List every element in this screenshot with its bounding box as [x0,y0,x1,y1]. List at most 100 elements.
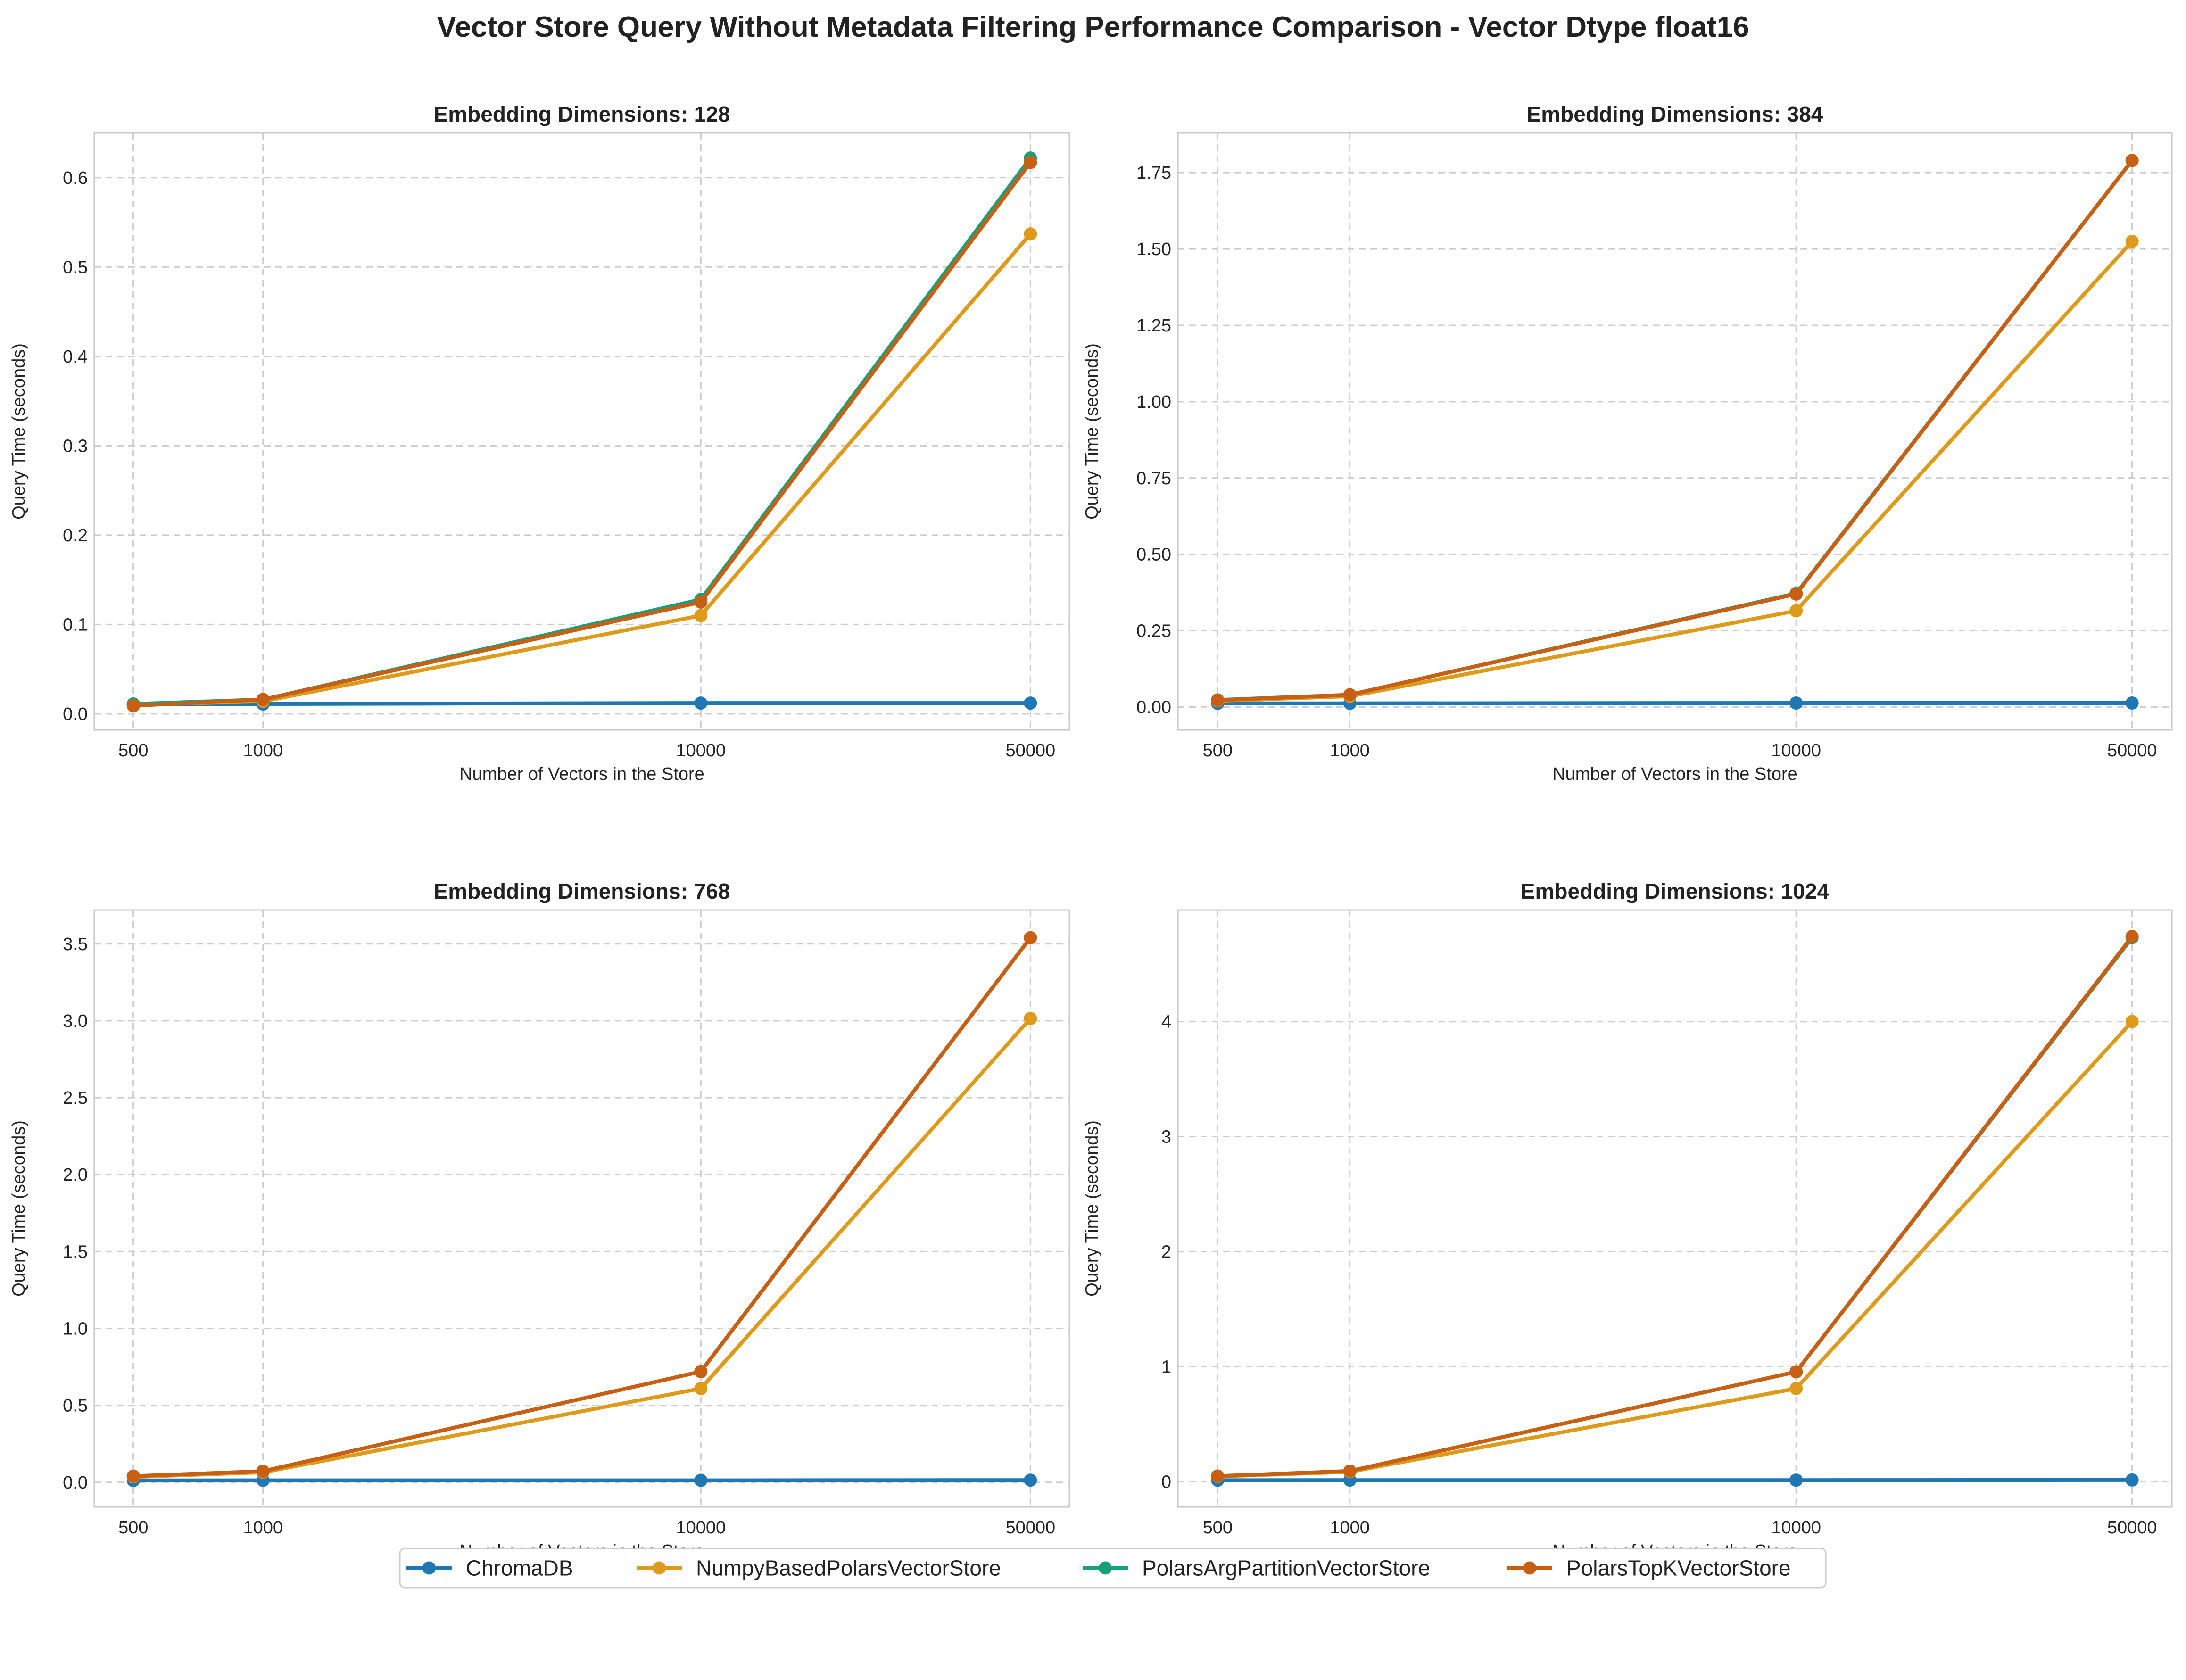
y-tick-label: 3.0 [63,1011,88,1031]
data-point [2125,234,2139,248]
data-point [1789,1382,1803,1395]
series-line [1216,935,2134,1478]
series-PolarsTopKVectorStore [1211,930,2139,1483]
figure-title: Vector Store Query Without Metadata Filt… [437,11,1749,43]
y-axis-label: Query Time (seconds) [9,343,29,520]
series-PolarsTopKVectorStore [126,931,1037,1483]
data-point [2125,1473,2139,1487]
y-axis-label: Query Time (seconds) [9,1120,29,1297]
y-axis-label: Query Time (seconds) [1082,343,1102,520]
subplot-1: 0.00 0.25 0.50 0.75 1.00 1.25 1.50 1.75 500 1000 1… [1082,102,2173,784]
series-NumpyBasedPolarsVectorStore [126,227,1037,712]
data-point [2125,1015,2139,1028]
series-line [1216,158,2134,702]
y-tick-label: 1.0 [63,1319,88,1339]
y-tick-label: 4 [1161,1012,1171,1032]
data-point [694,1382,708,1395]
series-PolarsTopKVectorStore [1211,154,2139,707]
data-point [2125,930,2139,943]
data-point [256,693,270,706]
y-tick-label: 0 [1161,1472,1171,1492]
legend-marker [653,1561,666,1575]
series-line [1216,1478,2134,1482]
legend-entry: PolarsArgPartitionVectorStore [1083,1556,1430,1581]
subplot-2: 0.0 0.5 1.0 1.5 2.0 2.5 3.0 3.5 500 1000 10000 5000… [9,879,1070,1561]
series-PolarsTopKVectorStore [126,156,1037,712]
subplot-title: Embedding Dimensions: 768 [434,879,730,903]
data-point [1024,1012,1037,1026]
data-point [1024,1473,1037,1487]
data-point [1343,688,1357,702]
subplot-title: Embedding Dimensions: 128 [434,102,730,126]
y-tick-label: 2.0 [63,1165,88,1185]
legend-marker [422,1561,436,1575]
y-tick-label: 0.5 [63,257,88,277]
legend-entry: NumpyBasedPolarsVectorStore [637,1556,1001,1581]
data-point [1024,931,1037,944]
y-tick-label: 0.5 [63,1396,88,1416]
series-line [131,232,1033,707]
x-tick-label: 50000 [2107,741,2157,761]
x-tick-label: 10000 [676,1518,726,1538]
series-line [1216,1019,2134,1479]
data-point [694,609,708,622]
data-point [1211,1469,1225,1483]
series-line [131,935,1033,1478]
data-point [1789,696,1803,710]
data-point [694,1473,708,1487]
y-axis-label: Query Time (seconds) [1082,1120,1102,1297]
legend-label: NumpyBasedPolarsVectorStore [696,1556,1001,1581]
y-tick-label: 0.25 [1136,621,1171,641]
data-point [126,1469,140,1483]
data-point [126,699,140,712]
y-tick-label: 0.2 [63,526,88,546]
y-tick-label: 2 [1161,1242,1171,1262]
y-tick-label: 2.5 [63,1088,88,1108]
x-tick-label: 500 [118,741,148,761]
subplot-title: Embedding Dimensions: 384 [1527,102,1823,126]
x-tick-label: 1000 [243,741,283,761]
series-line [1216,158,2134,703]
legend-label: PolarsTopKVectorStore [1566,1556,1791,1581]
data-point [1789,1365,1803,1379]
axes-frame [1177,909,2173,1508]
x-tick-label: 500 [1203,1518,1233,1538]
data-point [1211,694,1225,707]
x-tick-label: 10000 [1771,741,1821,761]
x-tick-label: 1000 [1330,1518,1370,1538]
y-tick-label: 1.50 [1136,240,1171,259]
data-point [694,1365,708,1378]
subplot-3: 0 1 2 3 4 500 1000 10000 50000 Embedding Dimensio… [1082,879,2173,1561]
y-tick-label: 1 [1161,1357,1171,1377]
legend-label: PolarsArgPartitionVectorStore [1142,1556,1430,1581]
data-point [2125,696,2139,710]
legend-label: ChromaDB [466,1556,573,1581]
legend-marker [1099,1561,1112,1575]
x-tick-label: 1000 [1330,741,1370,761]
subplot-title: Embedding Dimensions: 1024 [1521,879,1830,903]
subplot-0: 0.0 0.1 0.2 0.3 0.4 0.5 0.6 500 1000 10000 50000 Em… [9,102,1070,784]
data-point [1024,227,1037,241]
legend-entry: PolarsTopKVectorStore [1507,1556,1791,1581]
series-line [131,1017,1033,1479]
series-line [131,156,1033,706]
y-tick-label: 3.5 [63,935,88,954]
x-tick-label: 10000 [1771,1518,1821,1538]
y-tick-label: 0.0 [63,1473,88,1493]
x-tick-label: 50000 [2107,1518,2157,1538]
data-point [694,595,708,609]
y-tick-label: 0.6 [63,168,88,188]
axes-frame [93,132,1070,731]
x-axis-label: Number of Vectors in the Store [1552,764,1797,784]
series-line [1216,935,2134,1478]
y-tick-label: 1.5 [63,1242,88,1262]
series-line [131,935,1033,1478]
y-tick-label: 0.00 [1136,697,1171,717]
legend: ChromaDB NumpyBasedPolarsVectorStore Polar… [399,1548,1827,1589]
data-point [1024,696,1037,710]
x-tick-label: 50000 [1005,1518,1055,1538]
legend-marker [1523,1561,1536,1575]
data-point [694,696,708,710]
x-tick-label: 1000 [243,1518,283,1538]
